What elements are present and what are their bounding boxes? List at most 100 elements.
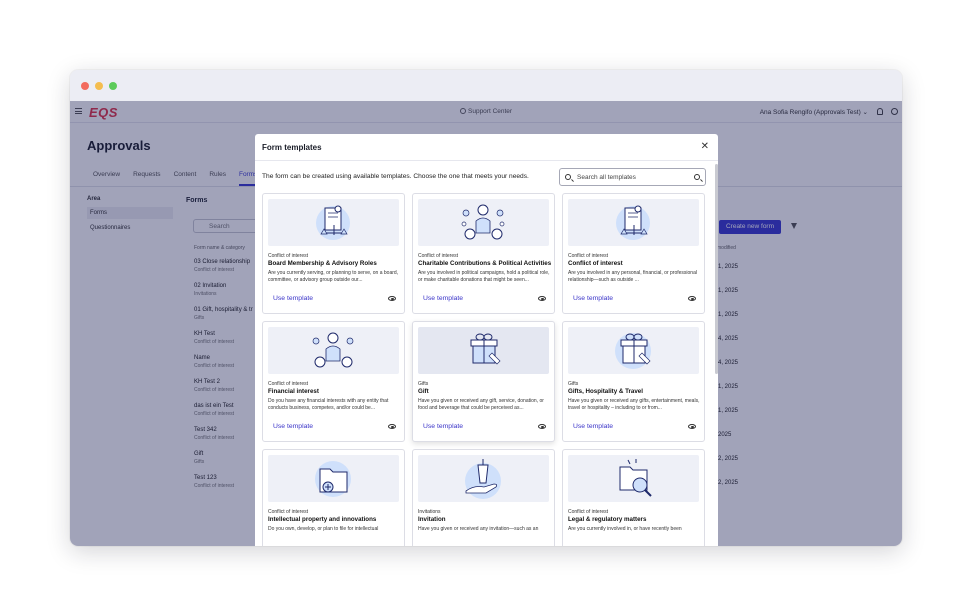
template-title: Gift <box>418 388 429 395</box>
search-submit-icon[interactable] <box>694 174 700 180</box>
person-moneybags-icon <box>268 327 399 374</box>
support-label: Support Center <box>468 108 513 115</box>
row-date: 2025 <box>718 432 732 438</box>
close-window-icon[interactable] <box>81 82 89 90</box>
left-nav-item-forms[interactable]: Forms <box>87 207 173 219</box>
user-menu[interactable]: Ana Sofia Rengifo (Approvals Test) ⌄ <box>759 109 868 116</box>
browser-window: EQS Support Center Ana Sofia Rengifo (Ap… <box>70 70 902 546</box>
template-description: Are you currently involved in, or have r… <box>568 526 682 532</box>
row-category: Gifts <box>194 315 205 321</box>
gift-icon <box>568 327 699 374</box>
preview-eye-icon[interactable] <box>688 296 696 301</box>
template-description: Are you currently serving, or planning t… <box>268 270 399 283</box>
browser-titlebar <box>70 70 902 101</box>
maximize-window-icon[interactable] <box>109 82 117 90</box>
preview-eye-icon[interactable] <box>538 424 546 429</box>
template-card[interactable]: Conflict of interest Board Membership & … <box>262 193 405 314</box>
template-search-input[interactable]: Search all templates <box>559 168 706 186</box>
template-category: Gifts <box>418 381 429 387</box>
preview-eye-icon[interactable] <box>688 424 696 429</box>
preview-eye-icon[interactable] <box>538 296 546 301</box>
table-row[interactable]: 02 Invitation Invitations <box>194 283 314 307</box>
support-center-link[interactable]: Support Center <box>460 108 512 115</box>
preview-eye-icon[interactable] <box>388 296 396 301</box>
template-card[interactable]: Conflict of interest Charitable Contribu… <box>412 193 555 314</box>
modal-intro-text: The form can be created using available … <box>262 173 529 180</box>
column-header-name[interactable]: Form name & category <box>194 245 245 251</box>
template-description: Have you given or received any gift, ser… <box>418 398 544 411</box>
table-row[interactable]: das ist ein Test Conflict of interest <box>194 403 314 427</box>
filter-icon[interactable] <box>791 223 797 229</box>
tab-forms[interactable]: Forms <box>238 171 258 186</box>
template-card[interactable]: Gifts Gifts, Hospitality & Travel Have y… <box>562 321 705 442</box>
template-category: Conflict of interest <box>568 253 609 259</box>
tab-requests[interactable]: Requests <box>133 171 161 178</box>
template-title: Financial interest <box>268 388 319 395</box>
bell-icon[interactable] <box>877 108 883 115</box>
row-date: 1, 2025 <box>718 312 739 318</box>
template-description: Do you have any financial interests with… <box>268 398 389 411</box>
row-date: 4, 2025 <box>718 336 739 342</box>
template-description: Have you given or received any invitatio… <box>418 526 539 532</box>
row-category: Gifts <box>194 459 205 465</box>
template-card[interactable]: Gifts Gift Have you given or received an… <box>412 321 555 442</box>
left-nav: Area Forms Questionnaires <box>87 196 173 237</box>
tab-rules[interactable]: Rules <box>209 171 226 178</box>
scrollbar-thumb[interactable] <box>715 164 718 374</box>
row-name: 02 Invitation <box>194 283 227 289</box>
use-template-button[interactable]: Use template <box>273 295 314 302</box>
template-card[interactable]: Conflict of interest Intellectual proper… <box>262 449 405 546</box>
row-category: Conflict of interest <box>194 435 235 441</box>
template-category: Invitations <box>418 509 441 515</box>
close-icon[interactable]: ✕ <box>700 141 709 152</box>
modal-title: Form templates <box>262 143 322 152</box>
template-card[interactable]: Invitations Invitation Have you given or… <box>412 449 555 546</box>
column-header-modified[interactable]: modified <box>717 245 736 251</box>
row-category: Invitations <box>194 291 217 297</box>
table-row[interactable]: Name Conflict of interest <box>194 355 314 379</box>
template-title: Intellectual property and innovations <box>268 516 377 523</box>
template-card[interactable]: Conflict of interest Financial interest … <box>262 321 405 442</box>
template-category: Conflict of interest <box>268 253 309 259</box>
document-scale-icon <box>268 199 399 246</box>
forms-section-title: Forms <box>186 197 208 204</box>
template-title: Gifts, Hospitality & Travel <box>568 388 643 395</box>
table-row[interactable]: KH Test 2 Conflict of interest <box>194 379 314 403</box>
table-row[interactable]: Test 342 Conflict of interest <box>194 427 314 451</box>
menu-icon[interactable] <box>75 108 82 114</box>
gear-icon[interactable] <box>891 108 898 115</box>
row-date: 1, 2025 <box>718 384 739 390</box>
template-description: Are you involved in any personal, financ… <box>568 270 697 283</box>
table-row[interactable]: KH Test Conflict of interest <box>194 331 314 355</box>
template-description: Have you given or received any gifts, en… <box>568 398 700 411</box>
use-template-button[interactable]: Use template <box>573 423 614 430</box>
template-title: Invitation <box>418 516 446 523</box>
tab-bar: Overview Requests Content Rules Forms <box>93 171 270 186</box>
table-row[interactable]: 01 Gift, hospitality & tr Gifts <box>194 307 314 331</box>
tab-overview[interactable]: Overview <box>93 171 121 178</box>
use-template-button[interactable]: Use template <box>423 423 464 430</box>
left-nav-item-questionnaires[interactable]: Questionnaires <box>90 225 131 231</box>
hand-cup-icon <box>418 455 549 502</box>
template-card[interactable]: Conflict of interest Conflict of interes… <box>562 193 705 314</box>
tab-content[interactable]: Content <box>173 171 197 178</box>
create-new-form-button[interactable]: Create new form <box>719 220 781 234</box>
use-template-button[interactable]: Use template <box>573 295 614 302</box>
modal-scrollbar[interactable] <box>715 162 718 546</box>
divider <box>255 160 718 161</box>
minimize-window-icon[interactable] <box>95 82 103 90</box>
table-row[interactable]: 03 Close relationship Conflict of interes… <box>194 259 314 283</box>
table-row[interactable]: Gift Gifts <box>194 451 314 475</box>
row-category: Conflict of interest <box>194 411 235 417</box>
preview-eye-icon[interactable] <box>388 424 396 429</box>
eqs-logo[interactable]: EQS <box>89 105 118 120</box>
table-row[interactable]: Test 123 Conflict of interest <box>194 475 314 499</box>
use-template-button[interactable]: Use template <box>423 295 464 302</box>
row-name: Test 123 <box>194 475 217 481</box>
row-category: Conflict of interest <box>194 339 235 345</box>
document-scale-icon <box>568 199 699 246</box>
template-description: Are you involved in political campaigns,… <box>418 270 550 283</box>
template-card[interactable]: Conflict of interest Legal & regulatory … <box>562 449 705 546</box>
row-date: 4, 2025 <box>718 360 739 366</box>
use-template-button[interactable]: Use template <box>273 423 314 430</box>
